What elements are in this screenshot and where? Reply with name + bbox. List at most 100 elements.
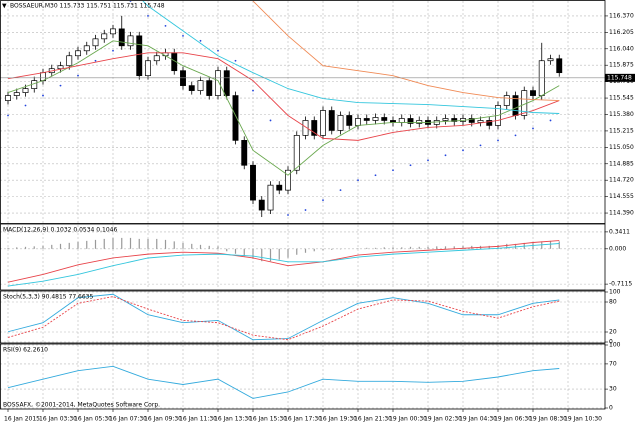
- candle-body: [250, 164, 256, 201]
- y-tick-label: 70: [609, 360, 617, 367]
- sar-dot: [77, 74, 79, 77]
- sar-dot: [462, 149, 464, 152]
- y-tick-label: 114.555: [609, 193, 634, 200]
- sar-dot: [217, 49, 219, 52]
- candle-body: [22, 88, 29, 93]
- x-tick-label: 16 Jan 15:30: [249, 416, 287, 423]
- candle-body: [206, 80, 213, 96]
- candle-body: [355, 118, 361, 126]
- candle-body: [503, 95, 510, 106]
- candle-body: [285, 169, 291, 191]
- sar-dot: [252, 89, 254, 92]
- candle-body: [5, 95, 11, 101]
- indicator-line: [7, 365, 560, 399]
- macd-panel-frame: [0, 223, 606, 291]
- candle-body: [13, 92, 20, 96]
- candle-body: [293, 135, 300, 171]
- panel-title: Stoch(5,3,3) 90.4815 77.6635: [3, 294, 94, 301]
- x-tick-label: 16 Jan 11:30: [179, 416, 217, 423]
- candle-body: [110, 28, 116, 35]
- candle-body: [547, 58, 554, 62]
- y-tick-label: 0.000: [609, 245, 626, 252]
- sar-dot: [392, 169, 394, 172]
- stoch-panel-frame: [0, 290, 606, 344]
- sar-dot: [322, 199, 324, 202]
- candle-body: [337, 115, 344, 131]
- candle-body: [118, 28, 125, 47]
- sar-dot: [199, 39, 202, 42]
- dropdown-arrow[interactable]: ▼: [2, 3, 7, 10]
- sar-dot: [24, 104, 27, 107]
- candle-body: [75, 50, 81, 57]
- candle-body: [153, 55, 160, 62]
- y-tick-label: 0.3411: [609, 228, 630, 235]
- current-price-box: [605, 73, 635, 82]
- candle-body: [302, 120, 309, 136]
- candle-body: [398, 118, 405, 123]
- candle-body: [101, 33, 108, 40]
- x-tick-label: 19 Jan 08:30: [529, 416, 567, 423]
- x-tick-label: 16 Jan 21:30: [354, 416, 392, 423]
- candle-body: [363, 118, 370, 121]
- candle-body: [83, 45, 90, 52]
- x-tick-label: 19 Jan 00:30: [389, 416, 427, 423]
- x-tick-label: 16 Jan 2015: [4, 416, 40, 423]
- candle-body: [223, 70, 230, 96]
- y-tick-label: 116.040: [609, 45, 634, 52]
- y-tick-label: 100: [609, 289, 621, 296]
- x-tick-label: 19 Jan 10:30: [564, 416, 602, 423]
- indicator-line: [7, 293, 560, 341]
- y-tick-label: 116.205: [609, 29, 634, 36]
- candle-body: [311, 120, 318, 136]
- sar-dot: [497, 139, 499, 142]
- panel-title: RSI(9) 62.2610: [3, 347, 48, 354]
- sar-dot: [112, 49, 114, 52]
- candle-body: [197, 80, 204, 91]
- y-tick-label: 20: [609, 329, 617, 336]
- indicator-line: [7, 40, 560, 176]
- candle-body: [267, 184, 274, 211]
- y-tick-label: -0.7115: [609, 281, 632, 288]
- sar-dot: [147, 15, 149, 17]
- sar-dot: [7, 114, 9, 117]
- candle-body: [372, 117, 379, 121]
- candle-body: [328, 110, 335, 131]
- x-tick-label: 19 Jan 02:30: [424, 416, 462, 423]
- rsi-panel-frame: [0, 343, 606, 410]
- y-tick-label: 115.875: [609, 62, 634, 69]
- candle-body: [416, 120, 423, 124]
- candle-body: [188, 85, 195, 91]
- sar-dot: [59, 84, 62, 87]
- sar-dot: [357, 179, 359, 182]
- candle-body: [486, 120, 493, 126]
- y-tick-label: 116.370: [609, 12, 634, 19]
- sar-dot: [444, 154, 447, 157]
- x-tick-label: 19 Jan 04:30: [459, 416, 497, 423]
- panel-title: MACD(12,26,9) 0.1032 0.0534 0.1046: [3, 227, 117, 234]
- candle-body: [381, 117, 388, 121]
- candle-body: [241, 140, 248, 166]
- grid-layer: [0, 1, 608, 409]
- copyright-note: BOSSAFX, ©2001-2014, MetaQuotes Software…: [3, 402, 160, 409]
- sar-dot: [42, 94, 44, 97]
- panel-title: BOSSAEUR,M30 115.733 115.751 115.731 115…: [10, 3, 165, 10]
- indicator-line: [7, 243, 560, 287]
- x-tick-label: 16 Jan 13:30: [214, 416, 252, 423]
- panel-marks: [7, 237, 560, 287]
- y-tick-label: 0: [609, 405, 613, 412]
- y-tick-label: 100: [609, 342, 621, 349]
- candle-body: [407, 118, 414, 124]
- y-tick-label: 115.545: [609, 95, 634, 102]
- current-price-label: 115.748: [607, 74, 632, 81]
- y-tick-label: 0: [609, 339, 613, 346]
- candle-body: [320, 110, 326, 136]
- candle-body: [442, 118, 449, 121]
- candle-body: [477, 120, 484, 123]
- x-tick-label: 19 Jan 06:30: [494, 416, 532, 423]
- sar-dot: [339, 189, 342, 192]
- sar-dot: [94, 59, 97, 62]
- x-tick-label: 16 Jan 17:30: [284, 416, 322, 423]
- candle-body: [145, 60, 151, 77]
